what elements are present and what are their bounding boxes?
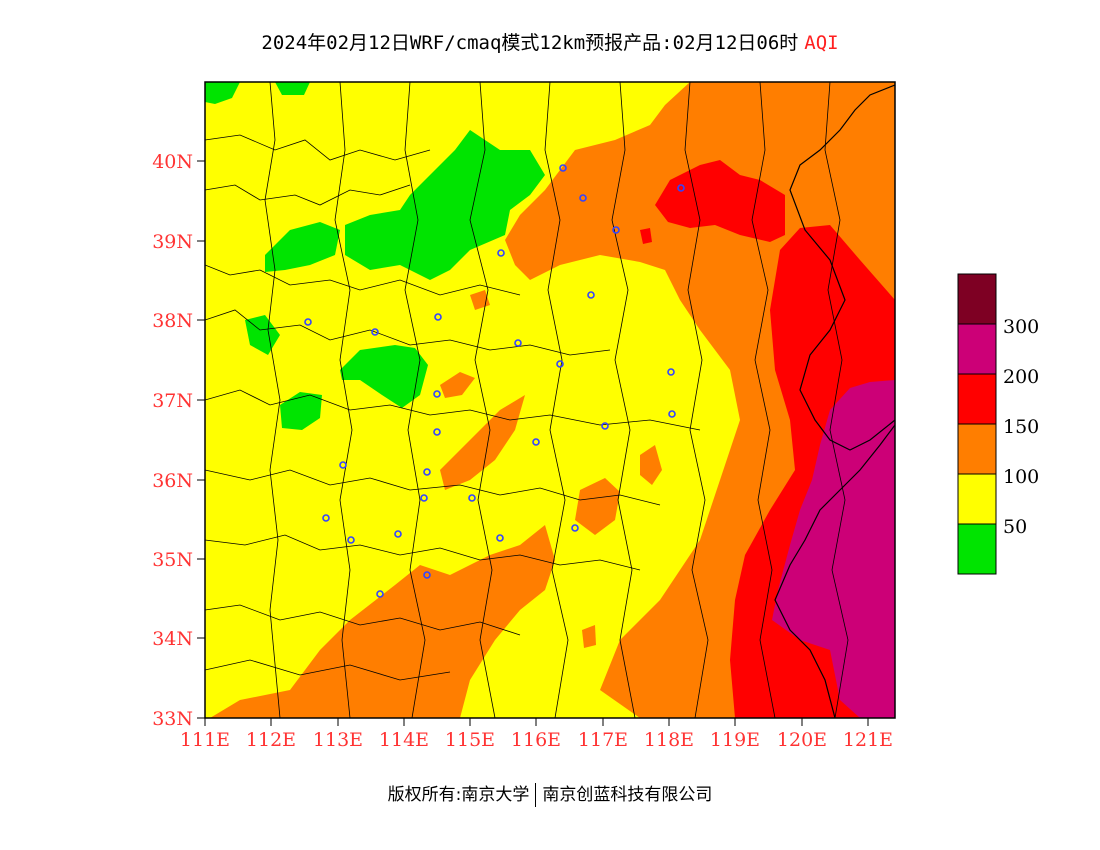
city-marker [433,390,441,398]
lon-label-118: 118E [644,729,694,751]
zone-good-north [345,130,545,280]
legend-label-300: 300 [1003,316,1039,338]
company-text: 南京创蓝科技有限公司 [542,785,713,805]
city-marker [423,571,431,579]
zone-unhealthy-patch [640,228,652,244]
legend-swatch-moderate [958,474,996,524]
legend-swatch-hazardous [958,274,996,324]
lon-label-115: 115E [445,729,495,751]
zone-usg-patch-e [582,625,596,648]
aqi-field [205,82,895,718]
lat-label-37: 37N [152,390,193,412]
lon-label-120: 120E [777,729,827,751]
lon-label-119: 119E [710,729,760,751]
city-marker [420,494,428,502]
zone-usg-southwest [210,525,555,718]
city-marker [497,249,505,257]
legend-label-100: 100 [1003,466,1039,488]
city-marker [668,410,676,418]
footer-separator [535,783,537,807]
city-marker [371,328,379,336]
zone-good-south [280,392,322,430]
lon-axis: 111E 112E 113E 114E 115E 116E 117E 118E … [180,718,893,751]
lon-label-111: 111E [180,729,230,751]
city-marker [304,318,312,326]
city-marker [434,313,442,321]
city-marker [612,226,620,234]
lat-label-35: 35N [152,549,193,571]
city-marker [423,468,431,476]
legend-label-50: 50 [1003,516,1027,538]
lat-label-34: 34N [152,628,193,650]
zone-good-top [275,82,310,95]
zone-usg-patch-c [440,372,475,398]
city-marker [667,368,675,376]
lon-label-116: 116E [511,729,561,751]
zone-good-mid [340,345,428,408]
lon-label-113: 113E [313,729,363,751]
city-marker [339,461,347,469]
copyright-footer: 版权所有:南京大学 南京创蓝科技有限公司 [0,780,1100,807]
title-main: 2024年02月12日WRF/cmaq模式12km预报产品:02月12日06时 [261,32,799,54]
lat-label-33: 33N [152,708,193,730]
zone-good-corner [205,82,240,104]
lon-label-112: 112E [246,729,296,751]
map-title: 2024年02月12日WRF/cmaq模式12km预报产品:02月12日06时 A… [0,28,1100,55]
city-marker [347,536,355,544]
city-marker [532,438,540,446]
lat-label-39: 39N [152,231,193,253]
city-marker [559,164,567,172]
title-product: AQI [804,32,839,54]
city-marker [496,534,504,542]
lat-label-38: 38N [152,310,193,332]
copyright-text: 版权所有:南京大学 [387,785,530,805]
legend-swatch-very-unhealthy [958,324,996,374]
county-boundaries [205,82,849,718]
city-markers [304,164,685,598]
city-marker [677,184,685,192]
city-marker [376,590,384,598]
legend-swatch-usg [958,424,996,474]
zone-usg-patch-b [640,445,662,485]
legend-swatch-unhealthy [958,374,996,424]
zone-usg-patch-a [575,478,620,535]
city-marker [322,514,330,522]
city-marker [579,194,587,202]
zone-good-west [265,222,340,272]
coastline [774,84,895,718]
city-marker [394,530,402,538]
city-marker [571,524,579,532]
legend-label-150: 150 [1003,416,1039,438]
lat-label-36: 36N [152,470,193,492]
legend-swatch-good [958,524,996,574]
city-marker [556,360,564,368]
city-marker [601,422,609,430]
lat-label-40: 40N [152,151,193,173]
city-marker [587,291,595,299]
lon-label-121: 121E [843,729,893,751]
aqi-legend: 300 200 150 100 50 [957,273,1039,575]
lat-axis: 33N 34N 35N 36N 37N 38N 39N 40N [152,151,205,730]
lon-label-114: 114E [379,729,429,751]
lon-label-117: 117E [578,729,628,751]
legend-label-200: 200 [1003,366,1039,388]
city-marker [468,494,476,502]
city-marker [433,428,441,436]
city-marker [514,339,522,347]
